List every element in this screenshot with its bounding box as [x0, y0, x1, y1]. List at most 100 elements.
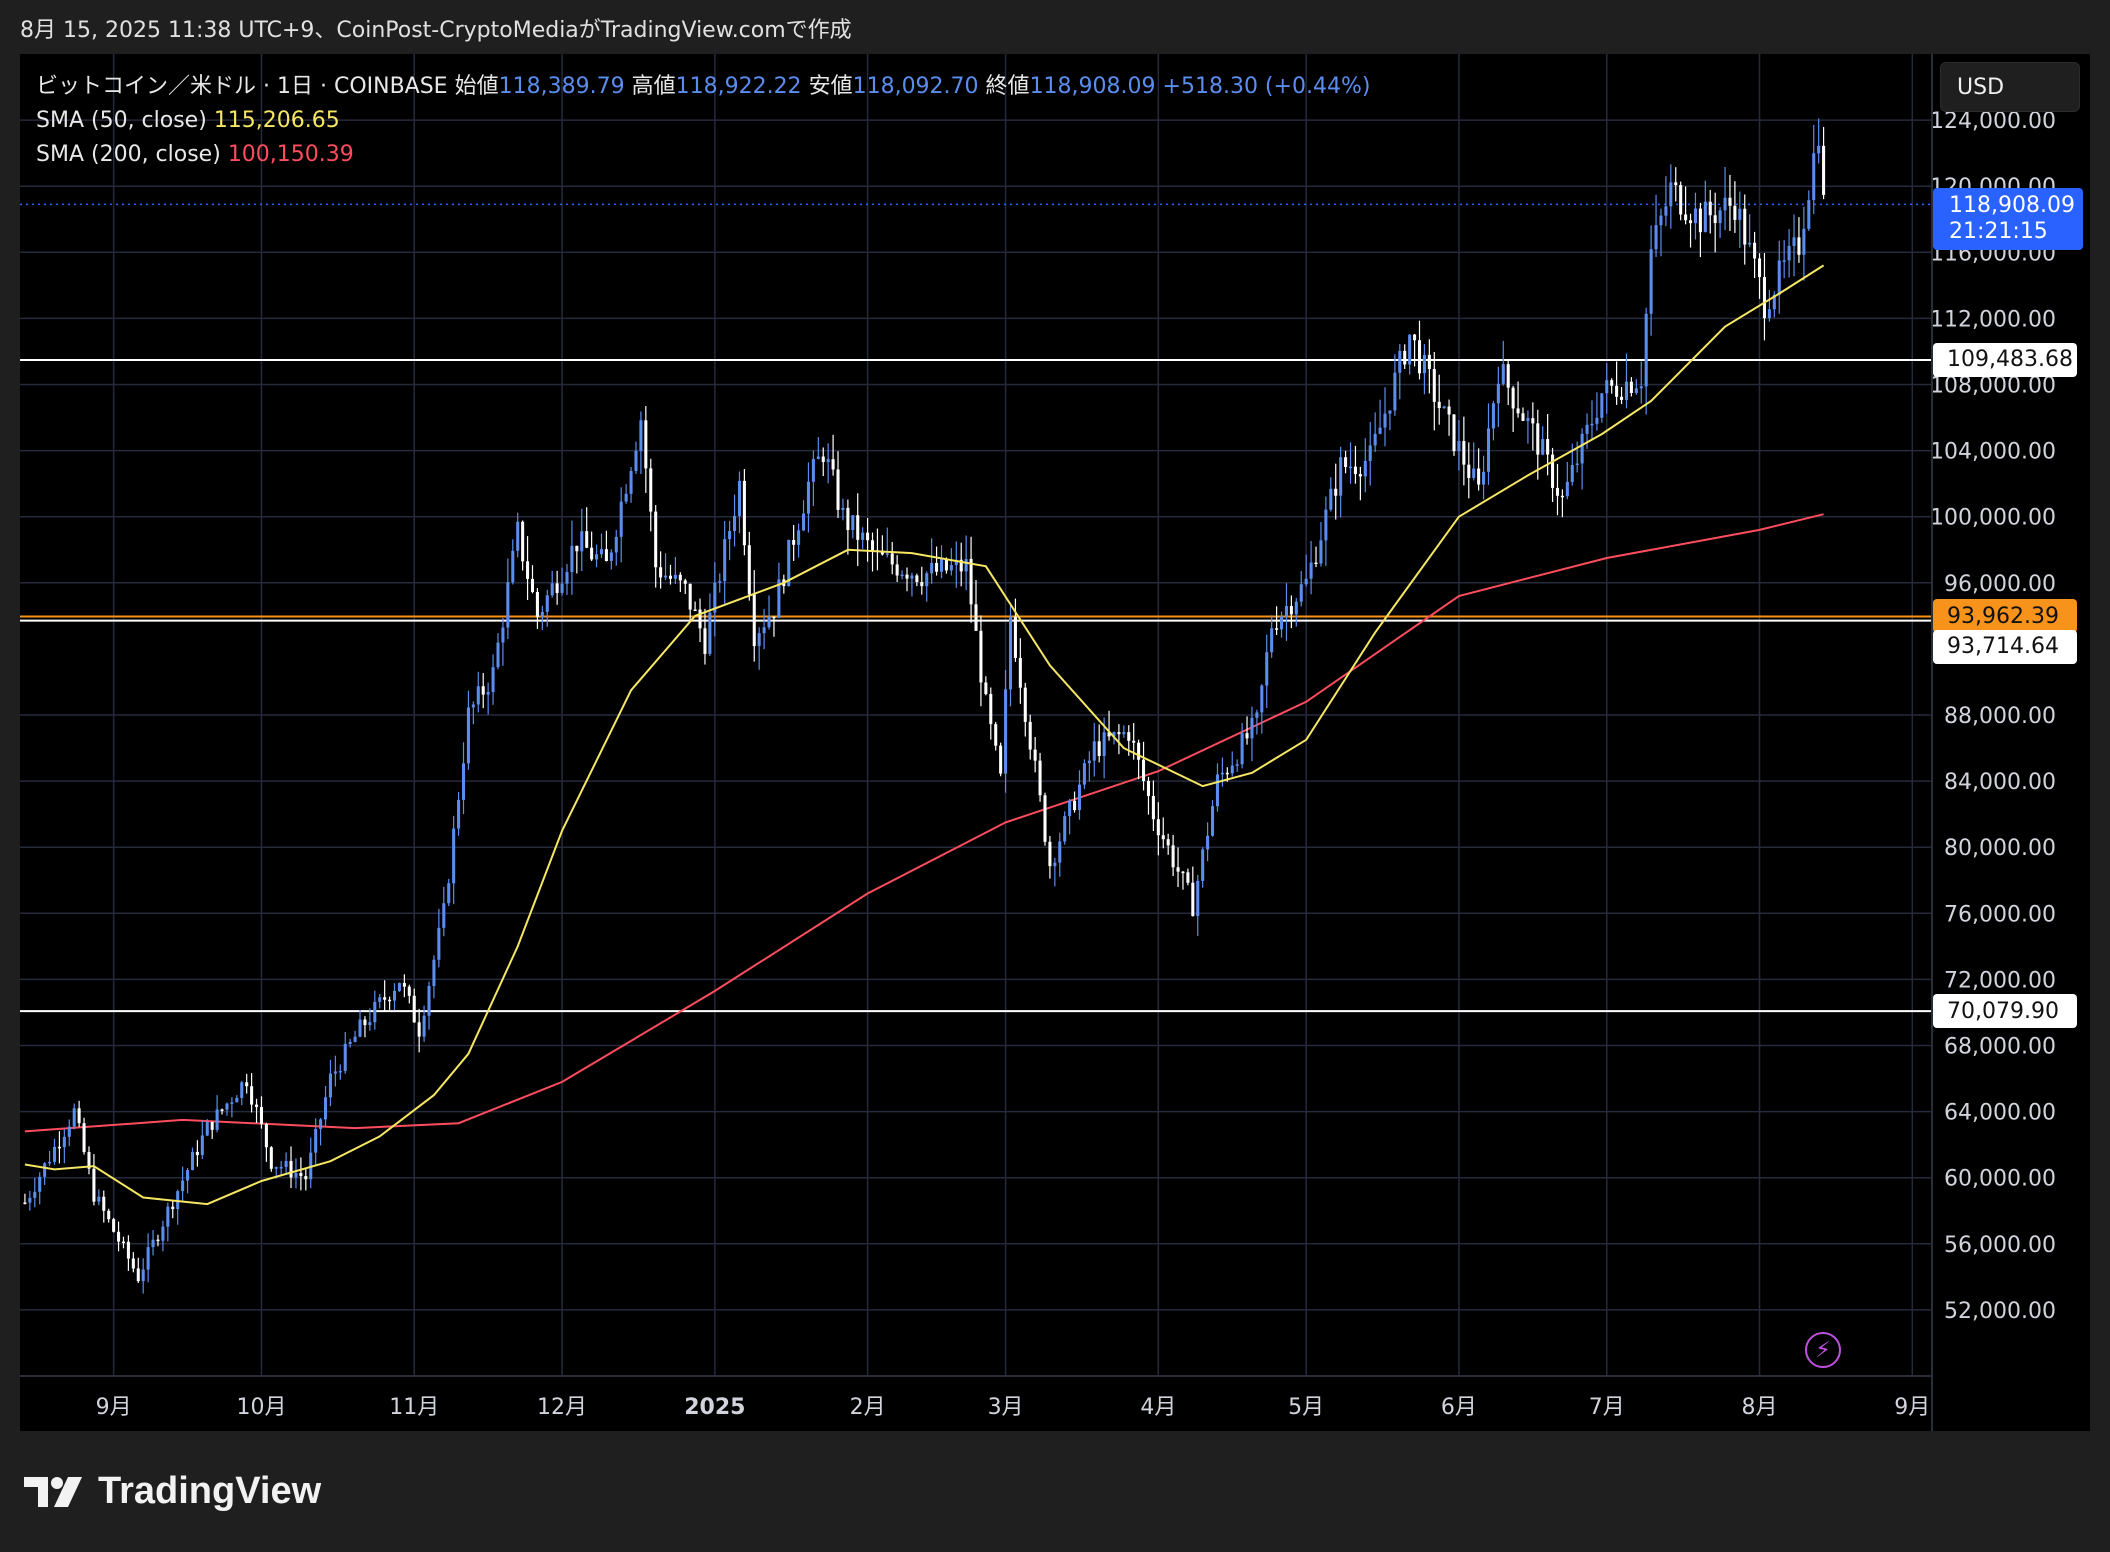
candle-body: [1097, 741, 1101, 756]
candle-body: [245, 1082, 249, 1087]
candle-body: [1797, 237, 1801, 255]
candle-body: [708, 612, 712, 654]
candle-body: [1733, 205, 1737, 220]
sma200-value: 100,150.39: [227, 142, 354, 167]
candle-body: [1004, 689, 1008, 774]
candle-body: [629, 470, 633, 494]
candle-body: [1225, 772, 1229, 775]
candle-body: [1235, 764, 1239, 766]
candle-body: [461, 763, 466, 800]
candle-body: [215, 1109, 219, 1130]
last-price-value: 118,908.09: [1949, 193, 2075, 219]
candle-body: [673, 574, 677, 579]
candle-body: [870, 540, 875, 551]
candle-body: [501, 627, 505, 643]
candle-body: [466, 707, 470, 764]
candle-body: [171, 1206, 175, 1210]
candle-body: [619, 501, 623, 537]
candle-body: [644, 420, 648, 469]
candle-body: [688, 583, 692, 610]
sma200-label: SMA (200, close): [36, 142, 221, 167]
candle-body: [1077, 784, 1082, 811]
open-value: 118,389.79: [498, 74, 625, 99]
candle-body: [299, 1172, 303, 1177]
candle-body: [1437, 401, 1441, 409]
currency-button[interactable]: USD: [1940, 62, 2080, 112]
tradingview-logo[interactable]: TradingView: [24, 1470, 321, 1513]
high-value: 118,922.22: [675, 74, 802, 99]
candle-body: [565, 572, 569, 584]
candle-body: [1511, 387, 1515, 409]
candle-body: [959, 559, 963, 572]
candle-body: [1073, 800, 1077, 811]
candle-body: [752, 594, 756, 647]
candle-body: [1698, 208, 1702, 233]
candle-body: [1053, 862, 1057, 867]
candle-body: [521, 521, 525, 562]
candle-body: [1427, 354, 1431, 370]
candle-body: [930, 562, 934, 574]
candle-body: [186, 1169, 190, 1181]
candle-body: [639, 420, 643, 451]
candle-body: [1693, 208, 1697, 224]
candle-body: [1289, 606, 1293, 615]
candle-body: [949, 565, 953, 571]
candle-body: [954, 559, 958, 566]
candle-body: [1728, 197, 1732, 206]
candle-body: [210, 1121, 214, 1130]
candle-body: [437, 927, 441, 960]
x-tick-label: 9月: [96, 1395, 132, 1420]
candle-body: [609, 552, 613, 562]
candle-body: [230, 1102, 234, 1104]
candle-body: [333, 1071, 337, 1074]
candle-body: [407, 986, 411, 996]
candle-body: [1674, 182, 1678, 186]
candle-body: [1491, 403, 1495, 429]
candle-body: [1294, 601, 1298, 615]
candle-body: [1127, 732, 1131, 741]
x-tick-label: 5月: [1288, 1395, 1324, 1420]
y-tick-label: 124,000.00: [1930, 109, 2056, 134]
candle-body: [190, 1151, 195, 1170]
candle-body: [841, 507, 845, 510]
price-chart[interactable]: 52,000.00 56,000.00 60,000.00 64,000.00 68,0…: [20, 54, 2090, 1431]
chart-legend: ビットコイン／米ドル · 1日 · COINBASE 始値118,389.79 …: [36, 70, 1370, 172]
candle-body: [97, 1196, 101, 1202]
y-tick-label: 52,000.00: [1944, 1299, 2056, 1324]
candle-body: [599, 549, 604, 555]
sma50-row[interactable]: SMA (50, close) 115,206.65: [36, 104, 1370, 138]
candle-body: [1787, 245, 1791, 261]
candle-body: [1802, 228, 1806, 255]
sma200-row[interactable]: SMA (200, close) 100,150.39: [36, 138, 1370, 172]
candle-body: [72, 1108, 76, 1127]
candle-body: [255, 1104, 259, 1108]
candle-body: [1240, 733, 1244, 765]
candle-body: [57, 1146, 61, 1149]
candle-body: [535, 591, 539, 617]
candle-body: [353, 1036, 357, 1042]
candle-body: [343, 1043, 347, 1071]
candle-body: [1669, 182, 1673, 207]
y-tick-label: 100,000.00: [1930, 506, 2056, 531]
candle-body: [1817, 145, 1821, 154]
x-tick-label: 10月: [236, 1395, 286, 1420]
candle-body: [1521, 413, 1525, 421]
candle-body: [1664, 206, 1668, 216]
x-tick-label: 12月: [537, 1395, 587, 1420]
candle-body: [1595, 417, 1599, 424]
candle-body: [1063, 816, 1067, 842]
candle-body: [1348, 466, 1353, 469]
candle-body: [1013, 616, 1017, 658]
candle-body: [82, 1123, 86, 1153]
lightning-icon[interactable]: ⚡: [1805, 1332, 1841, 1368]
candle-body: [1388, 410, 1392, 414]
candle-body: [1393, 372, 1397, 411]
candle-body: [195, 1151, 199, 1156]
candle-body: [989, 694, 993, 725]
candle-body: [530, 578, 535, 592]
chart-area[interactable]: 52,000.00 56,000.00 60,000.00 64,000.00 68,0…: [20, 54, 2090, 1431]
candle-body: [1082, 763, 1086, 785]
x-tick-label: 7月: [1589, 1395, 1625, 1420]
candle-body: [107, 1210, 111, 1220]
symbol-label[interactable]: ビットコイン／米ドル · 1日 · COINBASE: [36, 74, 448, 99]
